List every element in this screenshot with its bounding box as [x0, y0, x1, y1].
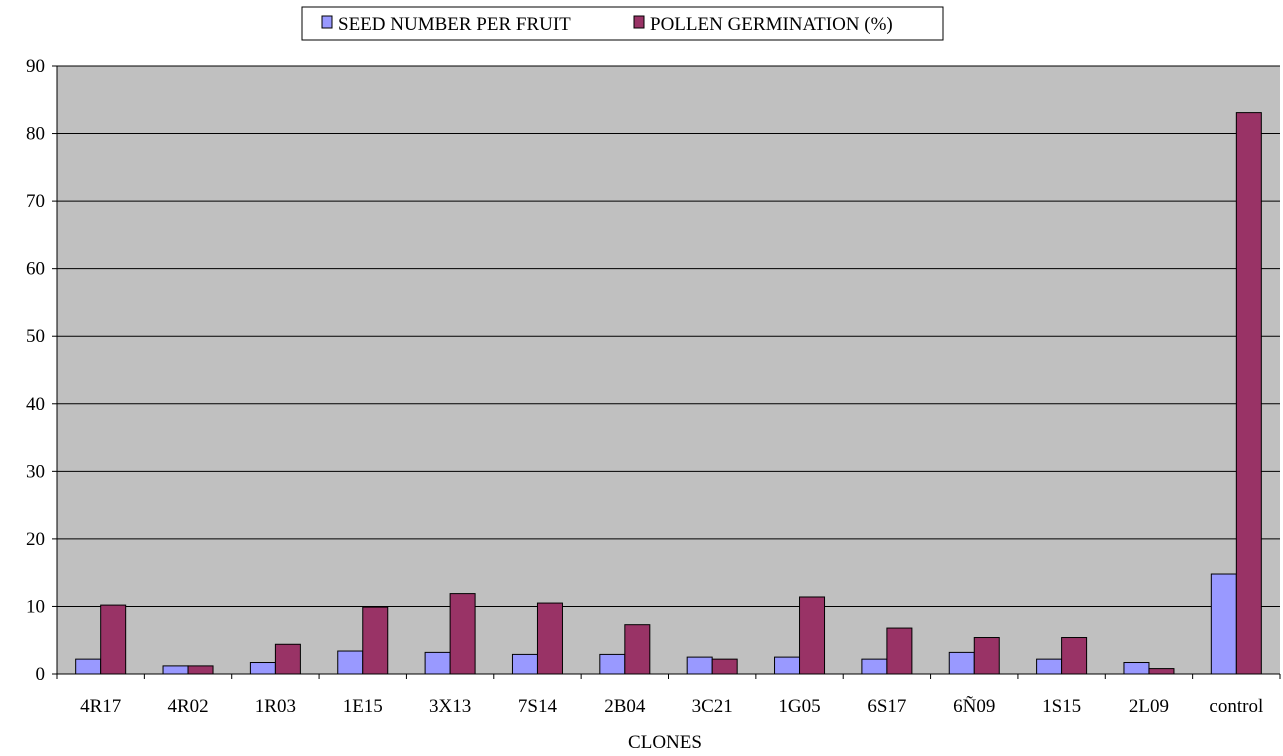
- x-tick-label: 1E15: [343, 696, 383, 717]
- y-tick-label: 50: [26, 326, 45, 347]
- bar-seed-10: [948, 651, 975, 675]
- bar-pollen-9: [886, 627, 913, 675]
- y-tick-label: 40: [26, 394, 45, 415]
- bar-seed-5: [511, 653, 538, 675]
- x-tick-label: 6S17: [867, 696, 906, 717]
- bar-pollen-2: [274, 643, 301, 675]
- x-tick-label: 3C21: [692, 696, 733, 717]
- bar-pollen-1: [187, 665, 214, 675]
- bar-seed-11: [1036, 658, 1063, 675]
- bar-seed-3: [337, 650, 364, 675]
- x-tick-label: 6Ñ09: [953, 695, 995, 717]
- bar-seed-12: [1123, 662, 1150, 675]
- legend-box: [301, 6, 944, 41]
- legend-swatch-pollen: [633, 15, 645, 29]
- bar-pollen-5: [536, 602, 563, 675]
- bar-seed-4: [424, 651, 451, 675]
- y-tick-labels: 0 10 20 30 40 50 60 70 80 90: [26, 56, 45, 685]
- x-tick-label: 1S15: [1042, 696, 1081, 717]
- y-tick-label: 60: [26, 259, 45, 280]
- bar-seed-6: [599, 653, 626, 675]
- x-tick-label: 1R03: [255, 696, 296, 717]
- x-tick-label: 7S14: [518, 696, 558, 717]
- bars: [75, 112, 1262, 675]
- x-axis-label: CLONES: [628, 732, 702, 753]
- bar-pollen-11: [1061, 637, 1088, 675]
- legend-label-pollen: POLLEN GERMINATION (%): [650, 14, 893, 35]
- bar-pollen-13: [1235, 112, 1262, 675]
- y-tick-label: 0: [36, 664, 46, 685]
- bar-pollen-10: [973, 637, 1000, 675]
- bar-seed-0: [75, 658, 102, 675]
- legend: SEED NUMBER PER FRUIT POLLEN GERMINATION…: [301, 6, 944, 41]
- bar-seed-8: [774, 656, 801, 675]
- y-tick-label: 30: [26, 461, 45, 482]
- bar-pollen-0: [100, 604, 127, 675]
- bar-pollen-3: [362, 606, 389, 675]
- x-tick-label: 4R02: [167, 696, 208, 717]
- axes: [52, 65, 1281, 679]
- y-tick-label: 10: [26, 596, 45, 617]
- bar-pollen-7: [711, 658, 738, 675]
- legend-swatch-seed: [321, 15, 333, 29]
- y-tick-label: 70: [26, 191, 45, 212]
- y-tick-label: 80: [26, 124, 45, 145]
- x-tick-labels: 4R17 4R02 1R03 1E15 3X13 7S14 2B04 3C21 1G05 6S17…: [80, 695, 1263, 717]
- x-tick-label: 4R17: [80, 696, 121, 717]
- legend-label-seed: SEED NUMBER PER FRUIT: [338, 14, 571, 35]
- bar-pollen-4: [449, 593, 476, 675]
- x-tick-label: 2L09: [1129, 696, 1169, 717]
- bar-pollen-8: [799, 596, 826, 675]
- x-tick-label: 2B04: [604, 696, 646, 717]
- x-tick-label: control: [1209, 696, 1263, 717]
- x-tick-label: 1G05: [778, 696, 820, 717]
- bar-seed-1: [162, 665, 189, 675]
- bar-seed-7: [686, 656, 713, 675]
- bar-seed-13: [1210, 573, 1237, 675]
- plot-area: [57, 66, 1280, 674]
- bar-pollen-6: [624, 624, 651, 675]
- x-tick-label: 3X13: [429, 696, 471, 717]
- gridlines: [57, 65, 1280, 607]
- y-tick-label: 90: [26, 56, 45, 77]
- bar-seed-9: [861, 658, 888, 675]
- bar-seed-2: [249, 662, 276, 675]
- bar-pollen-12: [1148, 668, 1175, 675]
- y-tick-label: 20: [26, 529, 45, 550]
